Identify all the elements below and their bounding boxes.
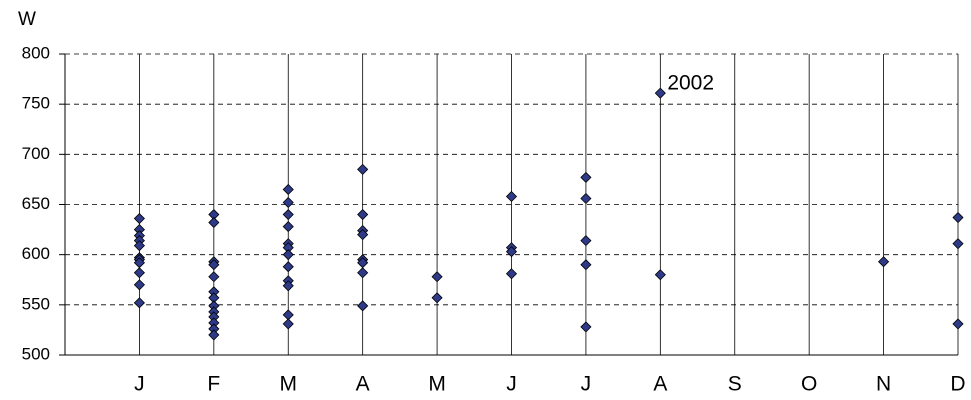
point <box>282 261 294 273</box>
point <box>208 216 220 229</box>
annotation: 2002 <box>667 72 714 95</box>
x-tick-label: D <box>950 373 965 396</box>
x-tick-label: M <box>280 373 298 396</box>
point <box>208 271 220 283</box>
point <box>431 292 443 304</box>
point <box>952 238 964 250</box>
point <box>357 300 369 312</box>
x-tick-label: A <box>653 373 667 396</box>
x-tick-label: A <box>356 373 370 396</box>
point <box>133 279 145 291</box>
point <box>431 271 443 283</box>
point <box>580 259 592 271</box>
point <box>208 329 220 341</box>
point <box>282 196 294 209</box>
point <box>580 192 592 205</box>
point <box>282 318 294 330</box>
point <box>654 269 666 281</box>
point <box>505 190 518 203</box>
point <box>505 246 518 258</box>
point <box>357 208 369 221</box>
point <box>505 268 518 280</box>
x-tick-label: J <box>581 373 592 396</box>
point <box>282 249 294 261</box>
x-tick-label: M <box>428 373 446 396</box>
point <box>282 221 294 233</box>
point <box>133 212 145 225</box>
point <box>952 211 964 224</box>
point <box>580 171 592 183</box>
point <box>952 318 964 330</box>
x-tick-label: N <box>876 373 891 396</box>
x-tick-label: F <box>207 373 220 396</box>
point <box>654 87 666 99</box>
point <box>208 259 220 271</box>
point <box>282 208 294 221</box>
point <box>357 163 369 175</box>
point <box>580 235 592 247</box>
y-tick-label: 500 <box>22 344 50 363</box>
y-tick-label: 800 <box>22 43 50 62</box>
y-tick-label: 600 <box>22 244 50 263</box>
point <box>133 267 145 279</box>
y-axis-label: W <box>18 9 36 30</box>
y-tick-label: 550 <box>22 294 50 313</box>
point <box>878 256 890 268</box>
point <box>282 280 294 292</box>
y-tick-label: 650 <box>22 194 50 213</box>
x-tick-label: S <box>728 373 742 396</box>
point <box>357 267 369 279</box>
point <box>133 240 145 252</box>
point <box>580 321 592 333</box>
point <box>357 229 369 241</box>
y-tick-label: 750 <box>22 94 50 113</box>
x-tick-label: J <box>506 373 517 396</box>
y-tick-label: 700 <box>22 144 50 163</box>
x-tick-label: J <box>134 373 145 396</box>
x-tick-label: O <box>801 373 817 396</box>
point <box>133 297 145 309</box>
point <box>282 183 294 196</box>
